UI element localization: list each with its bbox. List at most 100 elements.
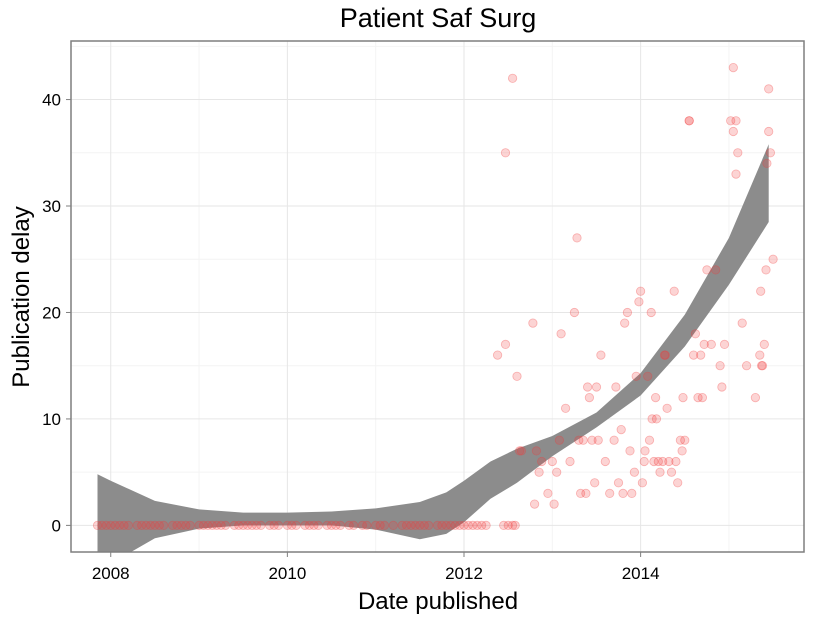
data-point [757,361,768,371]
data-point [762,158,772,168]
data-point [600,456,610,467]
data-point [269,520,279,531]
data-point [251,520,262,531]
data-point [243,520,253,531]
data-point [680,435,690,445]
data-point [622,307,633,318]
data-point [397,520,407,531]
data-point [537,456,547,467]
data-point [643,371,653,381]
x-tick-label: 2014 [622,564,660,583]
data-points [92,62,778,531]
data-point [507,520,518,531]
x-axis-ticks: 2008 2010 2012 2014 [92,552,660,583]
data-point [644,435,655,445]
data-point [717,382,727,392]
data-point [401,520,412,531]
data-point [322,520,332,531]
data-point [326,520,337,531]
data-point [693,392,703,403]
data-point [659,350,670,360]
data-point [655,467,665,477]
data-point [625,446,635,456]
data-point [639,456,649,467]
data-point [647,414,657,424]
data-point [591,382,602,392]
data-point [677,446,687,456]
panel-border [70,40,805,553]
data-point [437,520,447,531]
data-point [463,520,473,531]
data-point [510,520,520,531]
data-point [678,392,688,403]
data-point [273,520,284,531]
data-point [715,361,725,371]
data-point [669,286,679,296]
data-point [637,478,648,488]
x-tick-label: 2012 [445,564,483,583]
data-point [547,456,557,467]
data-point [765,148,776,158]
data-point [565,456,575,467]
data-point [375,520,385,531]
data-point [344,520,354,531]
data-point [516,446,527,456]
data-point [110,520,120,531]
data-point [181,520,191,531]
data-point [688,350,699,360]
data-point [424,520,434,531]
y-tick-label: 30 [42,197,61,216]
data-point [593,435,603,445]
confidence-band [97,144,769,552]
data-point [415,520,425,531]
data-point [282,520,292,531]
data-point [587,435,597,445]
data-point [176,520,186,531]
data-point [768,254,778,264]
data-point [584,392,595,403]
data-point [265,520,275,531]
data-point [756,361,767,371]
data-point [331,520,341,531]
data-point [660,350,670,360]
data-point [514,446,525,456]
data-point [534,467,544,477]
data-point [618,488,628,498]
data-point [229,520,239,531]
data-point [560,403,571,413]
data-point [755,350,765,360]
data-point [168,520,178,531]
data-point [194,520,204,531]
data-point [234,520,244,531]
data-point [137,520,147,531]
data-point [101,520,111,531]
data-point [450,520,460,531]
data-point [728,62,738,73]
data-point [640,446,650,456]
data-point [764,126,774,137]
data-point [726,116,736,126]
data-point [154,520,164,531]
data-point [419,520,429,531]
data-point [616,424,626,435]
data-point [733,148,743,158]
data-point [477,520,487,531]
data-point [556,329,566,339]
data-point [699,339,709,349]
data-point [499,520,509,531]
data-point [97,520,107,531]
data-point [198,520,209,531]
y-axis-label: Publication delay [8,206,35,387]
data-point [313,520,323,531]
data-point [371,520,381,531]
data-point [207,520,217,531]
data-point [575,488,586,498]
data-point [492,350,503,360]
data-point [756,286,766,296]
data-point [512,371,522,381]
data-point [554,435,565,445]
data-point [671,456,681,467]
data-point [631,371,641,381]
